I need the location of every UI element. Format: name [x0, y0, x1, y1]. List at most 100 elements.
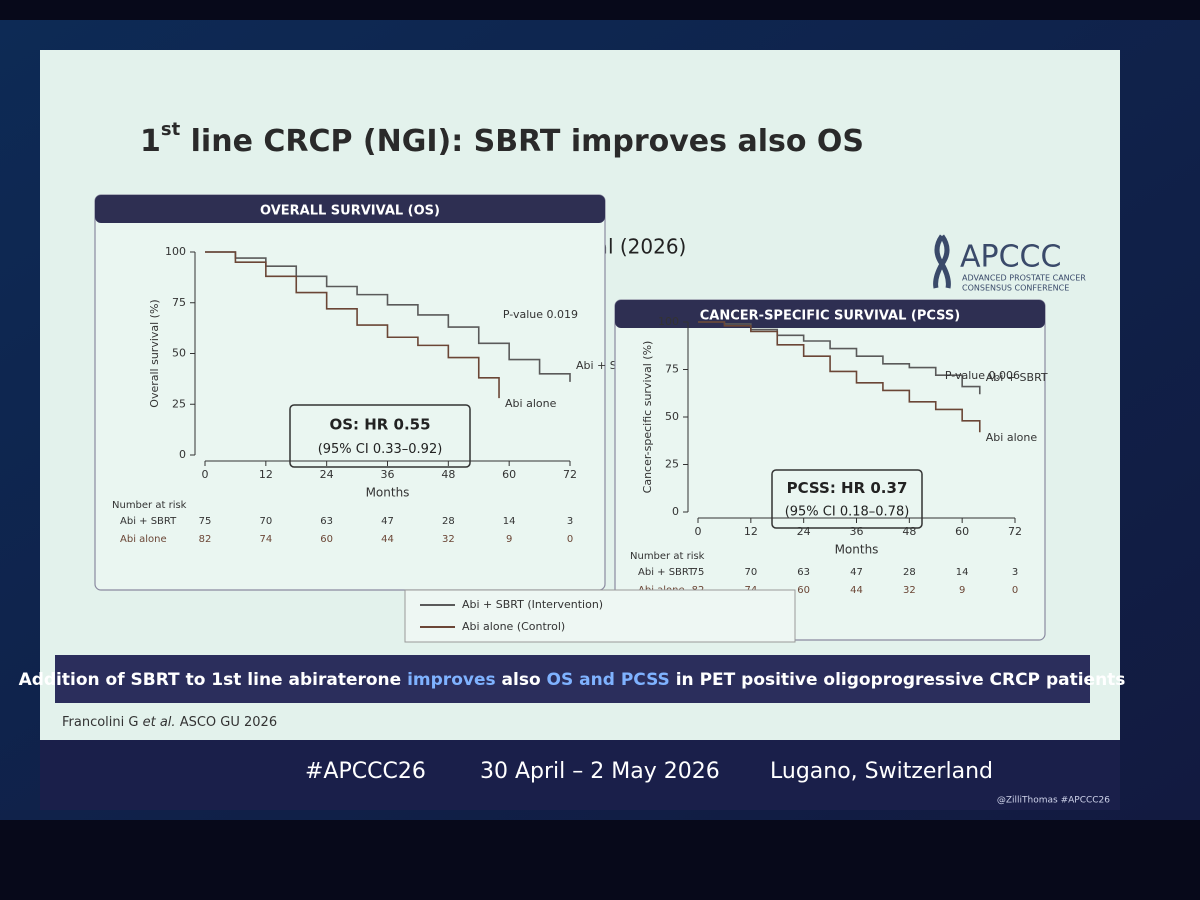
y-tick-label: 100	[165, 245, 186, 258]
risk-count: 9	[959, 585, 965, 596]
x-tick-label: 24	[320, 468, 334, 481]
x-tick-label: 72	[1008, 525, 1022, 538]
y-tick-label: 25	[665, 458, 679, 471]
citation: Francolini G et al. ASCO GU 2026	[62, 715, 277, 730]
y-tick-label: 50	[172, 347, 186, 360]
risk-count: 70	[744, 567, 757, 578]
risk-row-name: Abi alone	[120, 534, 167, 545]
risk-count: 3	[567, 516, 573, 527]
ribbon-icon	[933, 234, 951, 289]
chart-title: OVERALL SURVIVAL (OS)	[260, 204, 440, 219]
km-chart: OVERALL SURVIVAL (OS) 0 25 50 75 100 0 12 24 36 48…	[94, 194, 638, 591]
logo-name: APCCC	[960, 240, 1061, 275]
ci-text: (95% CI 0.18–0.78)	[785, 504, 910, 519]
y-tick-label: 25	[172, 397, 186, 410]
risk-count: 32	[442, 534, 455, 545]
risk-count: 74	[259, 534, 272, 545]
x-tick-label: 36	[850, 525, 864, 538]
x-tick-label: 12	[744, 525, 758, 538]
hr-text: PCSS: HR 0.37	[787, 479, 908, 497]
risk-count: 44	[850, 585, 863, 596]
y-tick-label: 0	[672, 505, 679, 518]
risk-count: 47	[850, 567, 863, 578]
hr-box	[289, 404, 471, 468]
legend-label: Abi alone (Control)	[462, 620, 565, 633]
risk-count: 63	[320, 516, 333, 527]
logo-line: ADVANCED PROSTATE CANCER	[962, 274, 1086, 283]
x-tick-label: 0	[202, 468, 209, 481]
footer-hashtag: #APCCC26	[305, 759, 426, 784]
risk-count: 60	[797, 585, 810, 596]
km-chart: CANCER-SPECIFIC SURVIVAL (PCSS) 0 25 50 75 10…	[614, 299, 1048, 641]
curve-label: Abi alone	[986, 431, 1038, 444]
hr-box	[771, 469, 923, 529]
y-axis-label: Overall survival (%)	[148, 299, 161, 407]
logo-line: CONSENSUS CONFERENCE	[962, 284, 1069, 293]
legend: Abi + SBRT (Intervention) Abi alone (Cont…	[404, 589, 796, 643]
risk-count: 28	[903, 567, 916, 578]
risk-count: 82	[199, 534, 212, 545]
x-tick-label: 48	[902, 525, 916, 538]
p-value: P-value 0.019	[503, 308, 578, 321]
citation-rest: ASCO GU 2026	[176, 715, 278, 730]
hr-text: OS: HR 0.55	[329, 415, 430, 433]
risk-count: 44	[381, 534, 394, 545]
chart-header	[95, 195, 605, 223]
footer-credit: @ZilliThomas #APCCC26	[997, 796, 1110, 806]
risk-count: 14	[956, 567, 969, 578]
x-tick-label: 60	[955, 525, 969, 538]
p-value: P-value 0.006	[945, 369, 1020, 382]
risk-count: 32	[903, 585, 916, 596]
risk-count: 75	[199, 516, 212, 527]
curve-label: Abi alone	[505, 397, 557, 410]
banner-segment: OS and PCSS	[547, 670, 670, 690]
risk-count: 28	[442, 516, 455, 527]
risk-count: 14	[503, 516, 516, 527]
y-tick-label: 100	[658, 315, 679, 328]
risk-count: 70	[259, 516, 272, 527]
x-tick-label: 24	[797, 525, 811, 538]
banner-segment: improves	[407, 670, 496, 690]
banner-segment: in PET positive oligoprogressive CRCP pa…	[670, 670, 1126, 690]
x-tick-label: 72	[563, 468, 577, 481]
footer-dates: 30 April – 2 May 2026	[480, 759, 720, 784]
survival-curve	[698, 321, 981, 433]
risk-row-name: Abi + SBRT	[638, 567, 695, 578]
ci-text: (95% CI 0.33–0.92)	[318, 442, 443, 457]
title-rest: line CRCP (NGI): SBRT improves also OS	[180, 124, 864, 159]
charts: OVERALL SURVIVAL (OS) 0 25 50 75 100 0 12 24 36 48…	[94, 194, 1048, 641]
x-axis-label: Months	[835, 543, 879, 557]
risk-count: 60	[320, 534, 333, 545]
banner-segment: also	[496, 670, 547, 690]
x-tick-label: 0	[695, 525, 702, 538]
y-tick-label: 50	[665, 410, 679, 423]
y-tick-label: 75	[665, 363, 679, 376]
banner-text: Addition of SBRT to 1st line abiraterone…	[19, 670, 1126, 690]
footer-place: Lugano, Switzerland	[770, 759, 993, 784]
survival-curve	[205, 251, 500, 399]
citation-author: Francolini G	[62, 715, 143, 730]
risk-title: Number at risk	[630, 551, 705, 562]
y-tick-label: 75	[172, 296, 186, 309]
slide-title: 1st line CRCP (NGI): SBRT improves also …	[140, 119, 864, 159]
x-tick-label: 60	[502, 468, 516, 481]
y-axis-label: Cancer-specific survival (%)	[641, 341, 654, 494]
risk-title: Number at risk	[112, 500, 187, 511]
chart-header	[615, 300, 1045, 328]
risk-count: 47	[381, 516, 394, 527]
chart-title: CANCER-SPECIFIC SURVIVAL (PCSS)	[700, 309, 960, 324]
banner-segment: Addition of SBRT to 1st line abiraterone	[19, 670, 408, 690]
legend-box	[404, 589, 796, 643]
logo: APCCC ADVANCED PROSTATE CANCER CONSENSUS…	[933, 234, 1086, 293]
risk-count: 63	[797, 567, 810, 578]
title-suffix: st	[161, 119, 181, 140]
x-tick-label: 48	[441, 468, 455, 481]
risk-count: 75	[692, 567, 705, 578]
risk-count: 0	[567, 534, 573, 545]
x-axis-label: Months	[366, 486, 410, 500]
risk-count: 3	[1012, 567, 1018, 578]
title-number: 1	[140, 124, 161, 159]
risk-count: 9	[506, 534, 512, 545]
